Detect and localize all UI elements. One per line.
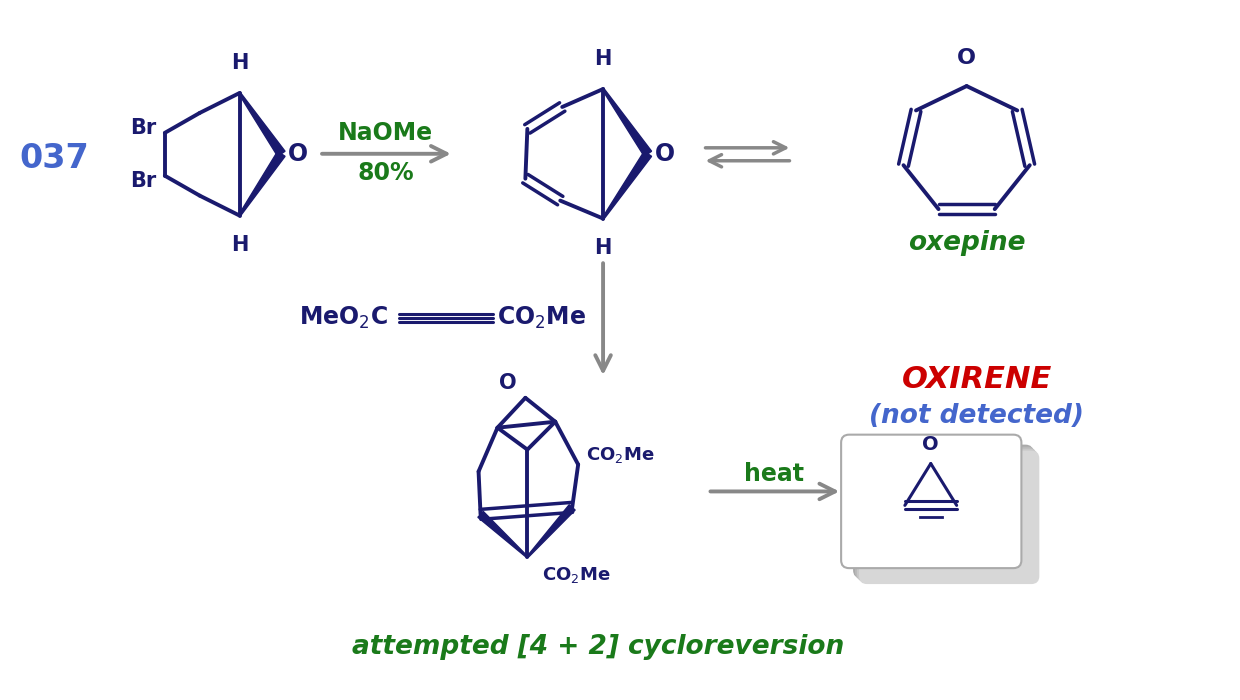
- Text: H: H: [594, 49, 611, 69]
- Text: (not detected): (not detected): [869, 402, 1084, 428]
- Polygon shape: [238, 92, 285, 156]
- FancyBboxPatch shape: [841, 435, 1022, 568]
- FancyBboxPatch shape: [857, 449, 1038, 582]
- Polygon shape: [238, 151, 285, 216]
- Text: H: H: [231, 53, 248, 73]
- Text: 80%: 80%: [357, 161, 414, 185]
- Polygon shape: [477, 512, 528, 558]
- Text: H: H: [231, 235, 248, 256]
- Text: O: O: [957, 48, 976, 68]
- Text: O: O: [498, 373, 516, 393]
- Text: oxepine: oxepine: [908, 230, 1025, 256]
- FancyBboxPatch shape: [859, 451, 1039, 584]
- Polygon shape: [603, 88, 651, 156]
- Text: attempted [4 + 2] cycloreversion: attempted [4 + 2] cycloreversion: [352, 634, 844, 660]
- Text: O: O: [289, 142, 309, 166]
- Text: OXIRENE: OXIRENE: [901, 365, 1052, 394]
- Text: Br: Br: [130, 171, 156, 190]
- Polygon shape: [603, 151, 651, 219]
- FancyBboxPatch shape: [853, 444, 1033, 578]
- Text: CO$_2$Me: CO$_2$Me: [542, 565, 611, 585]
- Text: CO$_2$Me: CO$_2$Me: [497, 305, 587, 331]
- Text: Br: Br: [130, 118, 156, 138]
- Polygon shape: [527, 505, 575, 558]
- Text: CO$_2$Me: CO$_2$Me: [587, 444, 655, 465]
- Text: O: O: [655, 142, 675, 166]
- Text: NaOMe: NaOMe: [339, 121, 434, 145]
- Text: MeO$_2$C: MeO$_2$C: [299, 305, 388, 331]
- Text: 037: 037: [20, 142, 89, 175]
- FancyBboxPatch shape: [856, 447, 1035, 580]
- Text: O: O: [923, 435, 939, 454]
- Text: heat: heat: [744, 461, 805, 486]
- Text: H: H: [594, 239, 611, 258]
